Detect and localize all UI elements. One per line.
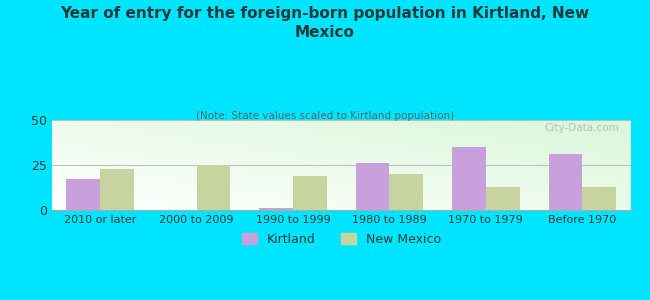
Bar xyxy=(259,208,293,210)
Legend: Kirtland, New Mexico: Kirtland, New Mexico xyxy=(237,228,446,250)
Bar xyxy=(582,187,616,210)
Bar xyxy=(100,169,134,210)
Text: City-Data.com: City-Data.com xyxy=(544,123,619,133)
Bar xyxy=(389,174,423,210)
Bar xyxy=(196,165,230,210)
Text: Year of entry for the foreign-born population in Kirtland, New
Mexico: Year of entry for the foreign-born popul… xyxy=(60,6,590,40)
Bar xyxy=(356,163,389,210)
Bar xyxy=(549,154,582,210)
Bar xyxy=(452,147,486,210)
Bar xyxy=(66,179,100,210)
Text: (Note: State values scaled to Kirtland population): (Note: State values scaled to Kirtland p… xyxy=(196,111,454,121)
Bar xyxy=(486,187,519,210)
Bar xyxy=(293,176,327,210)
